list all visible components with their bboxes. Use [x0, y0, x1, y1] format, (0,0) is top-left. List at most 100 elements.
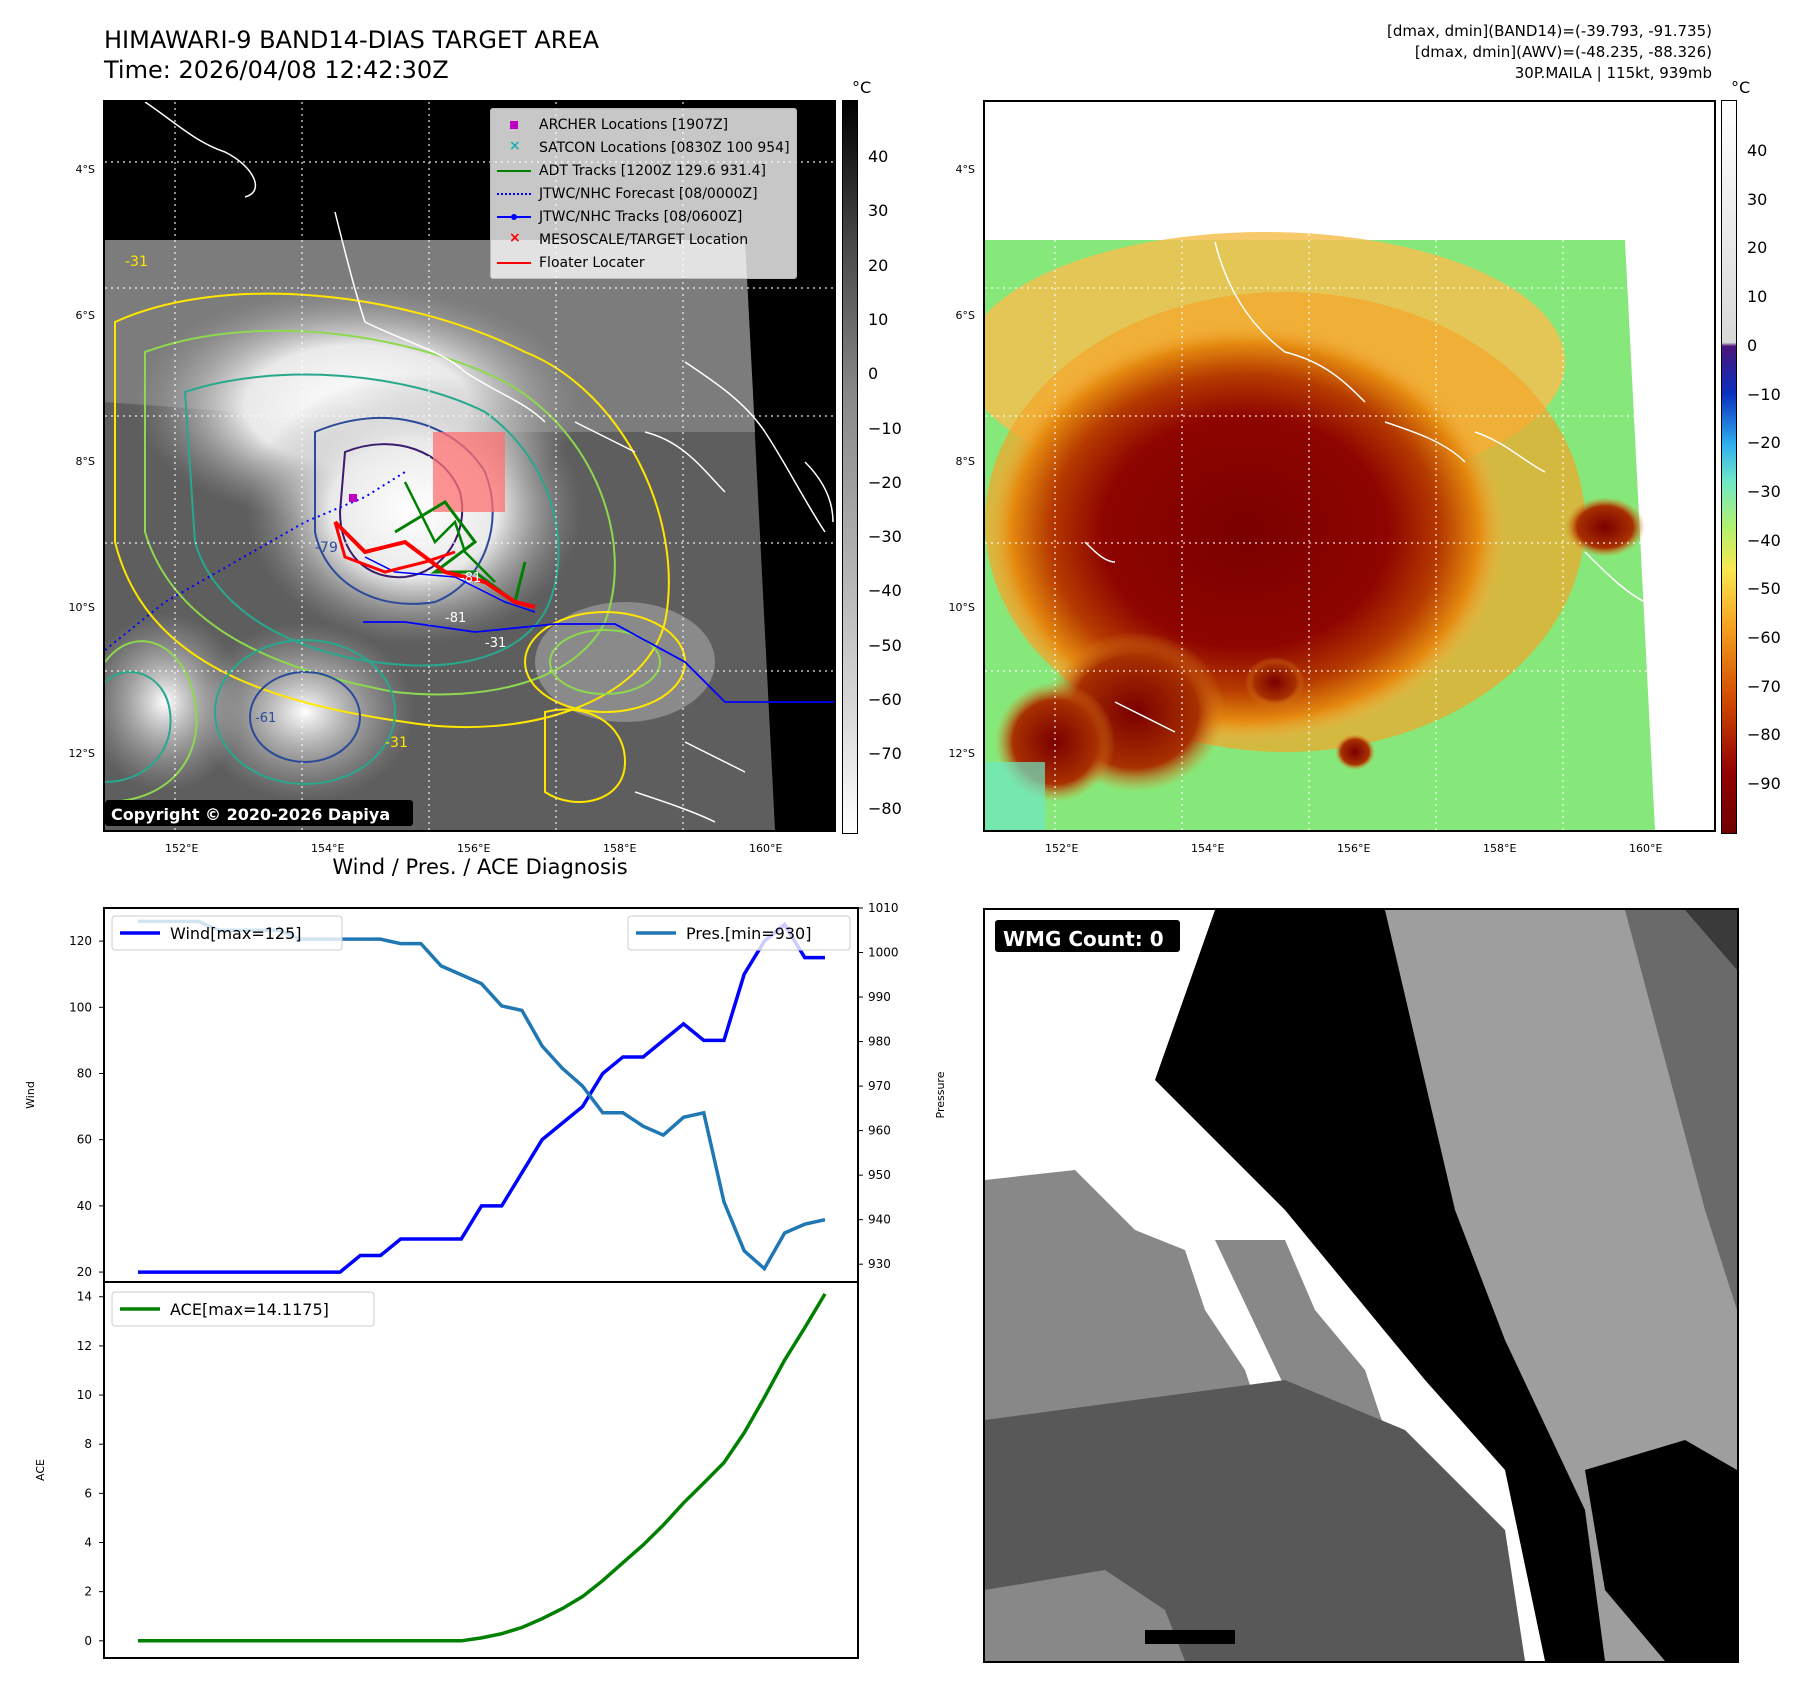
lon-tick-label: 154°E — [311, 842, 345, 855]
lon-tick-label: 156°E — [457, 842, 491, 855]
info-awv: [dmax, dmin](AWV)=(-48.235, -88.326) — [1414, 43, 1712, 61]
wind-tick-label: 100 — [69, 1000, 92, 1014]
ir-colorbar-tick: −30 — [868, 527, 902, 547]
lon-tick-label: 156°E — [1337, 842, 1371, 855]
lat-tick-label: 6°S — [955, 309, 975, 322]
legend-entry-tracks: JTWC/NHC Tracks [08/0600Z] — [497, 205, 790, 228]
pressure-tick-label: 980 — [868, 1035, 891, 1049]
awv-colorbar-tick: −50 — [1747, 579, 1781, 599]
awv-colorbar-tick: −70 — [1747, 676, 1781, 696]
ir-colorbar-tick: 20 — [868, 255, 889, 275]
wmg-panel: WMG Count: 0 — [983, 908, 1739, 1663]
legend-entry-mesoscale: × MESOSCALE/TARGET Location — [509, 229, 749, 248]
pressure-tick-label: 960 — [868, 1124, 891, 1138]
wind-tick-label: 120 — [69, 934, 92, 948]
awv-satellite-panel — [983, 100, 1716, 832]
ace-tick-label: 4 — [84, 1535, 92, 1549]
pressure-series-line — [138, 919, 826, 1272]
ir-colorbar-tick: −40 — [868, 581, 902, 601]
ace-tick-label: 14 — [77, 1290, 92, 1304]
ir-colorbar-tick: −60 — [868, 690, 902, 709]
lon-tick-label: 160°E — [1629, 842, 1663, 855]
pressure-tick-label: 1000 — [868, 946, 899, 960]
contour-label: -31 — [385, 735, 408, 751]
legend-marker — [497, 192, 531, 195]
legend-marker: × — [509, 229, 521, 246]
contour-label: -81 — [445, 611, 466, 626]
ace-legend-box — [111, 1291, 375, 1327]
awv-colorbar-tick: −40 — [1747, 530, 1781, 550]
wmg-image — [985, 910, 1737, 1661]
pressure-tick-label: 1010 — [868, 901, 899, 915]
wind-series-line — [138, 921, 825, 1274]
ir-satellite-image: -31 -79 -81 -81 -31 -61 -31 — [105, 102, 834, 830]
awv-colorbar-tick: 30 — [1747, 189, 1768, 209]
awv-colorbar-tick: −20 — [1747, 433, 1781, 453]
pressure-axis-label: Pressure — [934, 1071, 947, 1118]
lon-tick-label: 154°E — [1191, 842, 1225, 855]
ir-colorbar-tick: 40 — [868, 147, 889, 166]
lon-tick-label: 152°E — [1045, 842, 1079, 855]
wmg-count-label: WMG Count: 0 — [1003, 927, 1164, 951]
legend-entry-forecast: JTWC/NHC Forecast [08/0000Z] — [497, 182, 790, 205]
contour-label: -81 — [460, 571, 481, 586]
lat-tick-label: 8°S — [75, 455, 95, 468]
pressure-legend-label: Pres.[min=930] — [686, 924, 811, 943]
awv-colorbar-tick: 40 — [1747, 141, 1768, 160]
ir-colorbar-tick: −10 — [868, 418, 902, 438]
lon-tick-label: 152°E — [165, 842, 199, 855]
awv-colorbar-tick: −30 — [1747, 481, 1781, 501]
legend-entry-satcon: × SATCON Locations [0830Z 100 954] — [509, 137, 790, 156]
awv-satellite-image — [985, 102, 1714, 830]
legend-entry-adt: ADT Tracks [1200Z 129.6 931.4] — [497, 159, 790, 182]
lat-tick-label: 10°S — [948, 601, 975, 614]
lon-tick-label: 160°E — [749, 842, 783, 855]
awv-colorbar-tick: −80 — [1747, 725, 1781, 745]
ace-tick-label: 10 — [77, 1388, 92, 1402]
legend-marker — [497, 169, 531, 172]
contour-label: -31 — [125, 254, 148, 270]
legend-marker — [497, 261, 531, 264]
wind-tick-label: 80 — [77, 1066, 92, 1080]
awv-colorbar-tick: −60 — [1747, 628, 1781, 647]
awv-colorbar-tick: 0 — [1747, 335, 1758, 355]
ace-tick-label: 2 — [84, 1585, 92, 1599]
pressure-tick-label: 930 — [868, 1257, 891, 1271]
diagnosis-chart-title: Wind / Pres. / ACE Diagnosis — [332, 855, 628, 879]
ir-colorbar-tick: −50 — [868, 635, 902, 655]
wind-tick-label: 60 — [77, 1133, 92, 1147]
lat-tick-label: 8°S — [955, 455, 975, 468]
wind-pressure-axes — [103, 907, 859, 1283]
lat-tick-label: 12°S — [68, 747, 95, 760]
diagnosis-chart: 2040608010012093094095096097098099010001… — [24, 901, 947, 1659]
ir-colorbar-tick: −20 — [868, 472, 902, 492]
lat-tick-label: 6°S — [75, 309, 95, 322]
lat-tick-label: 10°S — [68, 601, 95, 614]
awv-colorbar-tick: 10 — [1747, 287, 1768, 307]
legend-entry-floater: Floater Locater — [497, 251, 790, 274]
figure-title: HIMAWARI-9 BAND14-DIAS TARGET AREA — [104, 26, 600, 54]
lat-tick-label: 4°S — [955, 163, 975, 176]
ace-series-line — [138, 1292, 827, 1643]
wind-axis-label: Wind — [24, 1081, 37, 1109]
ace-axes — [103, 1281, 859, 1659]
ir-colorbar-tick: 10 — [868, 309, 889, 329]
info-storm: 30P.MAILA | 115kt, 939mb — [1514, 64, 1712, 82]
contour-label: -61 — [255, 711, 276, 726]
legend-marker: × — [509, 137, 521, 154]
awv-colorbar-tick: −90 — [1747, 774, 1781, 794]
contour-label: -31 — [485, 636, 506, 651]
pressure-tick-label: 940 — [868, 1213, 891, 1227]
wind-legend-box — [111, 915, 343, 951]
pressure-tick-label: 990 — [868, 990, 891, 1004]
ir-colorbar-tick: −80 — [868, 798, 902, 818]
legend-marker — [510, 120, 518, 129]
awv-colorbar-tick: −10 — [1747, 384, 1781, 404]
pressure-tick-label: 970 — [868, 1079, 891, 1093]
legend-entry-archer: ARCHER Locations [1907Z] — [497, 113, 790, 136]
legend-marker-dot — [511, 213, 517, 220]
ace-tick-label: 0 — [84, 1634, 92, 1648]
wind-tick-label: 40 — [77, 1199, 92, 1213]
lon-tick-label: 158°E — [603, 842, 637, 855]
map-legend: ARCHER Locations [1907Z] × SATCON Locatio… — [490, 108, 797, 279]
